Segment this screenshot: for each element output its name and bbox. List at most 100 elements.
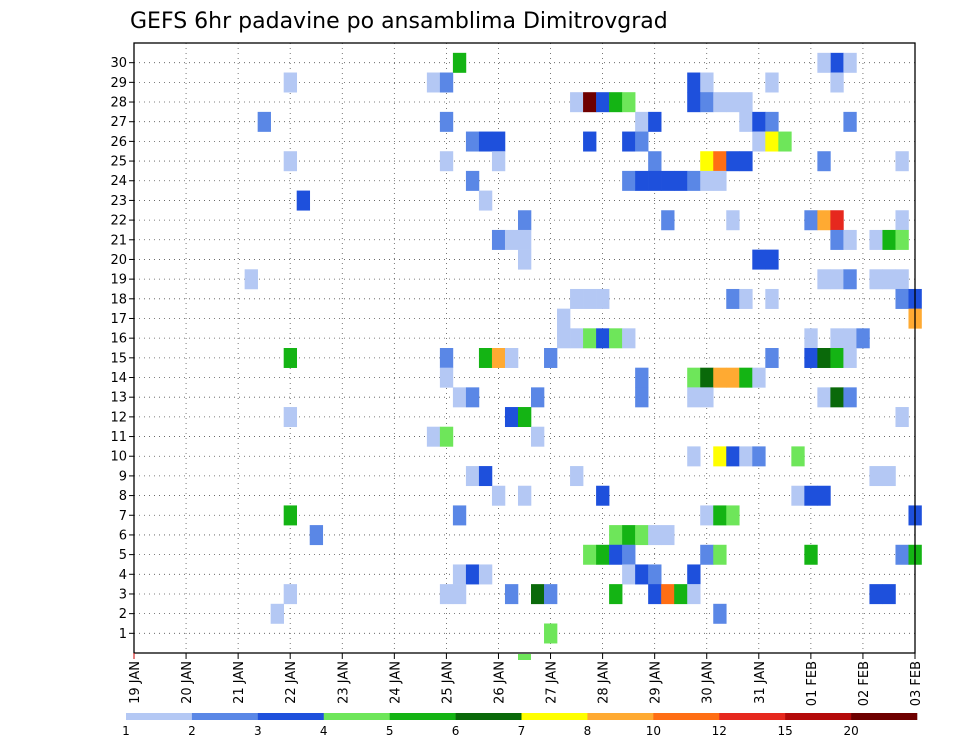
colorbar-segment: [587, 713, 654, 720]
heatmap-cell: [700, 170, 714, 191]
x-tick-label: 23 JAN: [336, 661, 351, 704]
heatmap-cell: [687, 564, 701, 585]
heatmap-cell: [882, 584, 896, 605]
x-tick-label: 03 FEB: [909, 661, 924, 706]
heatmap-cell: [830, 52, 844, 73]
heatmap-cell: [544, 623, 558, 644]
heatmap-cell: [856, 328, 870, 349]
y-tick-label: 19: [110, 273, 127, 288]
heatmap-cell: [830, 387, 844, 408]
heatmap-cell: [843, 387, 857, 408]
heatmap-cell: [700, 505, 714, 526]
heatmap-cell: [713, 544, 727, 565]
colorbar-label: 5: [386, 724, 394, 738]
x-tick-label: 20 JAN: [180, 661, 195, 704]
heatmap-cell: [700, 92, 714, 113]
heatmap-cells: [244, 52, 922, 660]
colorbar-label: 7: [518, 724, 526, 738]
colorbar-label: 2: [188, 724, 196, 738]
heatmap-cell: [465, 564, 480, 585]
y-tick-label: 21: [110, 233, 127, 248]
heatmap-cell: [700, 367, 714, 388]
heatmap-cell: [726, 505, 740, 526]
heatmap-cell: [700, 72, 714, 93]
heatmap-cell: [622, 92, 636, 113]
heatmap-cell: [830, 269, 844, 290]
heatmap-cell: [283, 348, 298, 368]
heatmap-cell: [895, 210, 909, 231]
y-tick-label: 23: [110, 194, 127, 209]
x-tick-label: 02 FEB: [857, 661, 872, 706]
y-tick-label: 14: [110, 371, 127, 386]
heatmap-cell: [452, 564, 467, 585]
colorbar-segment: [785, 713, 852, 720]
x-tick-label: 30 JAN: [701, 661, 716, 704]
heatmap-cell: [622, 544, 636, 565]
y-tick-label: 11: [110, 430, 127, 445]
heatmap-cell: [517, 249, 532, 270]
colorbar-label: 15: [778, 724, 793, 738]
heatmap-cell: [283, 584, 298, 605]
heatmap-cell: [713, 170, 727, 191]
y-tick-label: 20: [110, 253, 127, 268]
heatmap-cell: [465, 466, 480, 487]
heatmap-cell: [283, 407, 298, 428]
y-tick-label: 25: [110, 155, 127, 170]
colorbar-label: 4: [320, 724, 328, 738]
heatmap-cell: [739, 367, 753, 388]
heatmap-cell: [661, 584, 675, 605]
heatmap-cell: [609, 544, 623, 565]
colorbar-segment: [521, 713, 588, 720]
heatmap-cell: [648, 151, 662, 172]
heatmap-cell: [544, 348, 558, 368]
heatmap-cell: [583, 288, 597, 309]
heatmap-cell: [609, 328, 623, 349]
heatmap-cell: [478, 564, 493, 585]
heatmap-cell: [869, 269, 883, 290]
heatmap-cell: [882, 466, 896, 487]
heatmap-cell: [752, 367, 766, 388]
gridlines: [134, 43, 915, 653]
heatmap-cell: [504, 584, 519, 605]
heatmap-cell: [791, 485, 805, 506]
heatmap-cell: [765, 288, 779, 309]
heatmap-cell: [635, 387, 649, 408]
heatmap-cell: [752, 446, 766, 467]
heatmap-cell: [895, 288, 909, 309]
heatmap-cell: [713, 367, 727, 388]
x-tick-label: 28 JAN: [597, 661, 612, 704]
heatmap-cell: [504, 229, 519, 250]
y-tick-label: 16: [110, 332, 127, 347]
heatmap-cell: [739, 446, 753, 467]
heatmap-cell: [439, 151, 454, 172]
colorbar-segment: [126, 713, 193, 720]
heatmap-cell: [609, 92, 623, 113]
heatmap-cell: [713, 505, 727, 526]
y-tick-label: 30: [110, 56, 127, 71]
colorbar-label: 1: [122, 724, 130, 738]
heatmap-cell: [648, 111, 662, 132]
heatmap-cell: [531, 584, 545, 605]
heatmap-cell: [843, 52, 857, 73]
heatmap-cell: [635, 367, 649, 388]
y-tick-label: 1: [119, 627, 127, 642]
heatmap-cell: [531, 387, 545, 408]
heatmap-cell: [557, 328, 571, 349]
y-tick-label: 29: [110, 76, 127, 91]
heatmap-cell: [570, 328, 584, 349]
heatmap-cell: [257, 111, 271, 132]
heatmap-cell: [778, 131, 792, 152]
y-axis-ticks: 1234567891011121314151617181920212223242…: [110, 56, 134, 642]
heatmap-cell: [517, 654, 532, 660]
heatmap-cell: [635, 111, 649, 132]
heatmap-cell: [531, 426, 545, 447]
colorbar-segment: [719, 713, 786, 720]
heatmap-cell: [283, 72, 298, 93]
heatmap-cell: [713, 603, 727, 624]
heatmap-cell: [439, 584, 454, 605]
heatmap-cell: [491, 151, 506, 172]
heatmap-cell: [270, 603, 284, 624]
heatmap-cell: [817, 210, 831, 231]
colorbar-segment: [851, 713, 918, 720]
heatmap-cell: [583, 131, 597, 152]
